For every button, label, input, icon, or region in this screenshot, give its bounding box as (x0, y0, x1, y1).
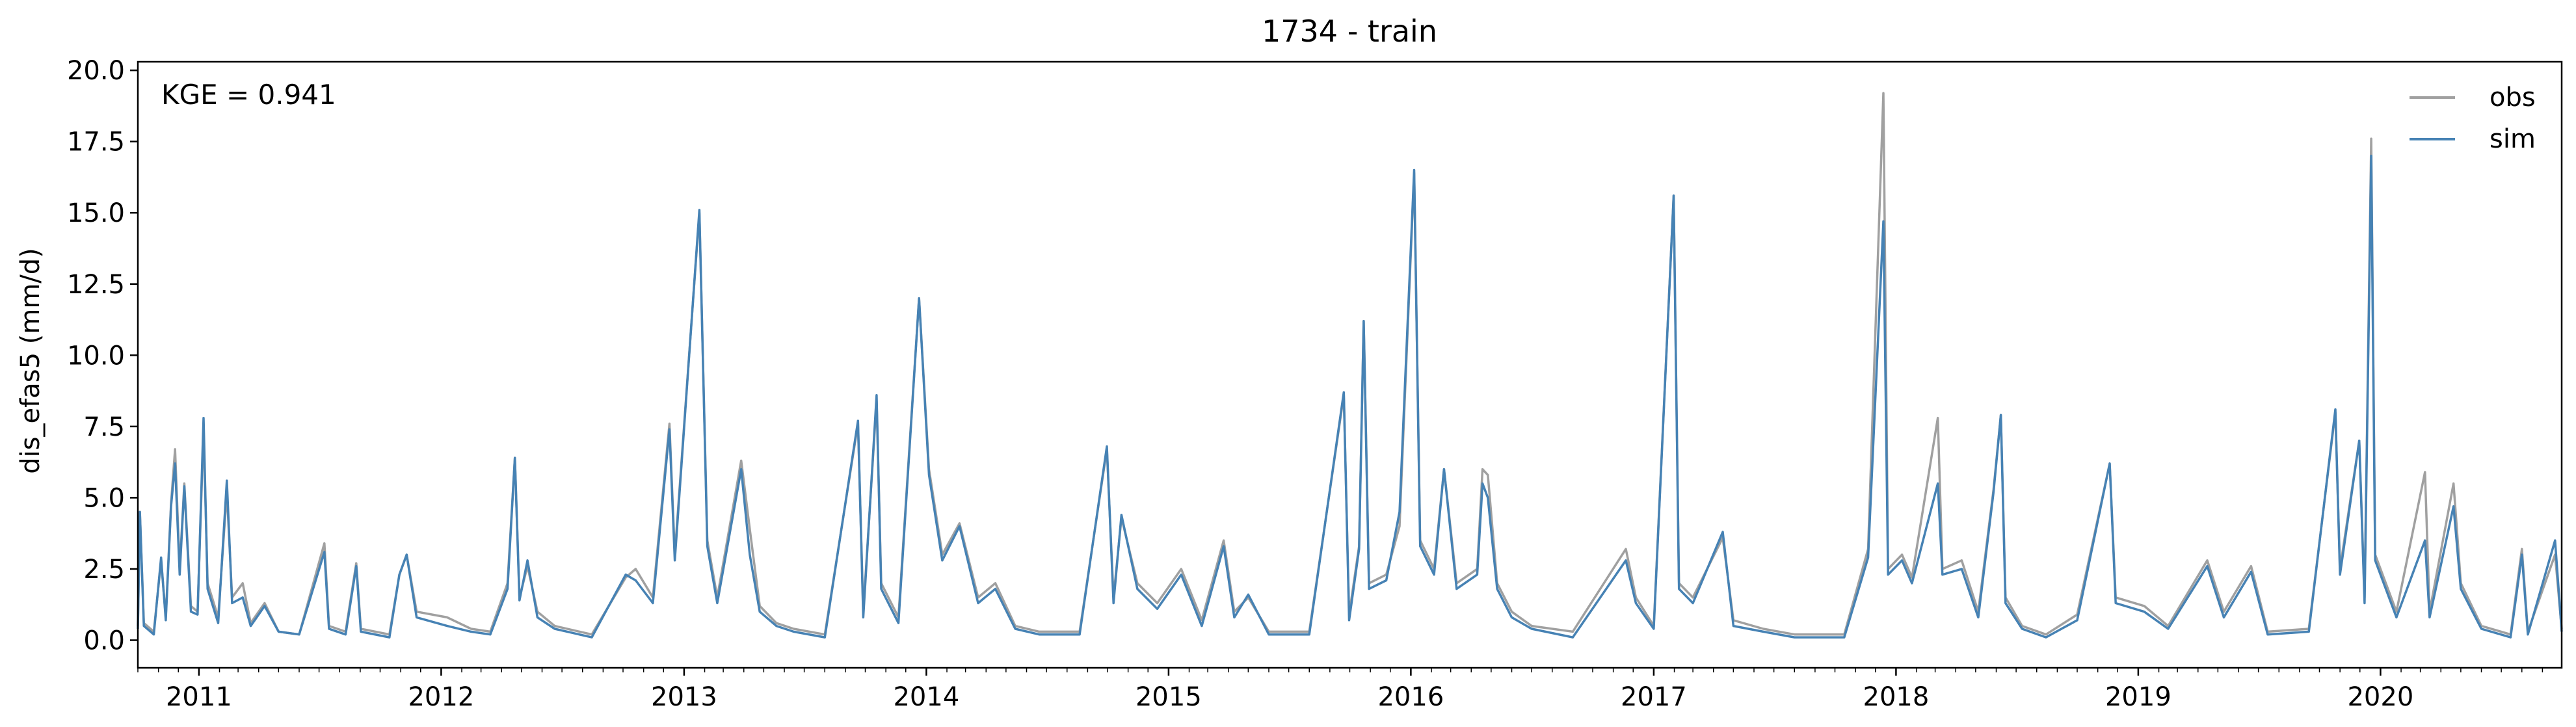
y-tick-label: 17.5 (67, 127, 125, 157)
x-tick-label: 2018 (1863, 682, 1930, 712)
y-tick-label: 12.5 (67, 270, 125, 300)
y-axis-ticks: 0.0 2.5 5.0 7.5 10.0 12.5 15.0 17.5 20.0 (67, 56, 138, 655)
y-axis-label: dis_efas5 (mm/d) (16, 248, 46, 474)
y-tick-label: 2.5 (83, 555, 125, 585)
x-tick-label: 2015 (1135, 682, 1202, 712)
x-tick-label: 2016 (1377, 682, 1444, 712)
plot-frame (137, 60, 2563, 669)
y-tick-label: 20.0 (67, 56, 125, 86)
kge-annotation: KGE = 0.941 (161, 79, 336, 111)
x-tick-label: 2011 (166, 682, 232, 712)
series-line-sim (137, 154, 2563, 639)
series-line-obs (137, 92, 2563, 636)
legend-sim-label: sim (2490, 124, 2536, 154)
series-layer (137, 92, 2563, 639)
x-tick-label: 2017 (1621, 682, 1687, 712)
x-axis-ticks: 2011 2012 2013 2014 2015 2016 2017 2018 2019 2020 (137, 668, 2543, 712)
x-tick-label: 2020 (2347, 682, 2413, 712)
y-tick-label: 7.5 (83, 412, 125, 442)
y-tick-label: 5.0 (83, 483, 125, 513)
chart-title: 1734 - train (1262, 14, 1437, 49)
legend-obs-label: obs (2490, 83, 2536, 112)
x-tick-label: 2013 (651, 682, 717, 712)
y-tick-label: 15.0 (67, 198, 125, 228)
x-tick-label: 2012 (408, 682, 474, 712)
x-tick-label: 2019 (2105, 682, 2171, 712)
y-tick-label: 10.0 (67, 341, 125, 371)
legend: obs sim (2410, 83, 2536, 154)
y-tick-label: 0.0 (83, 626, 125, 655)
x-tick-label: 2014 (893, 682, 959, 712)
